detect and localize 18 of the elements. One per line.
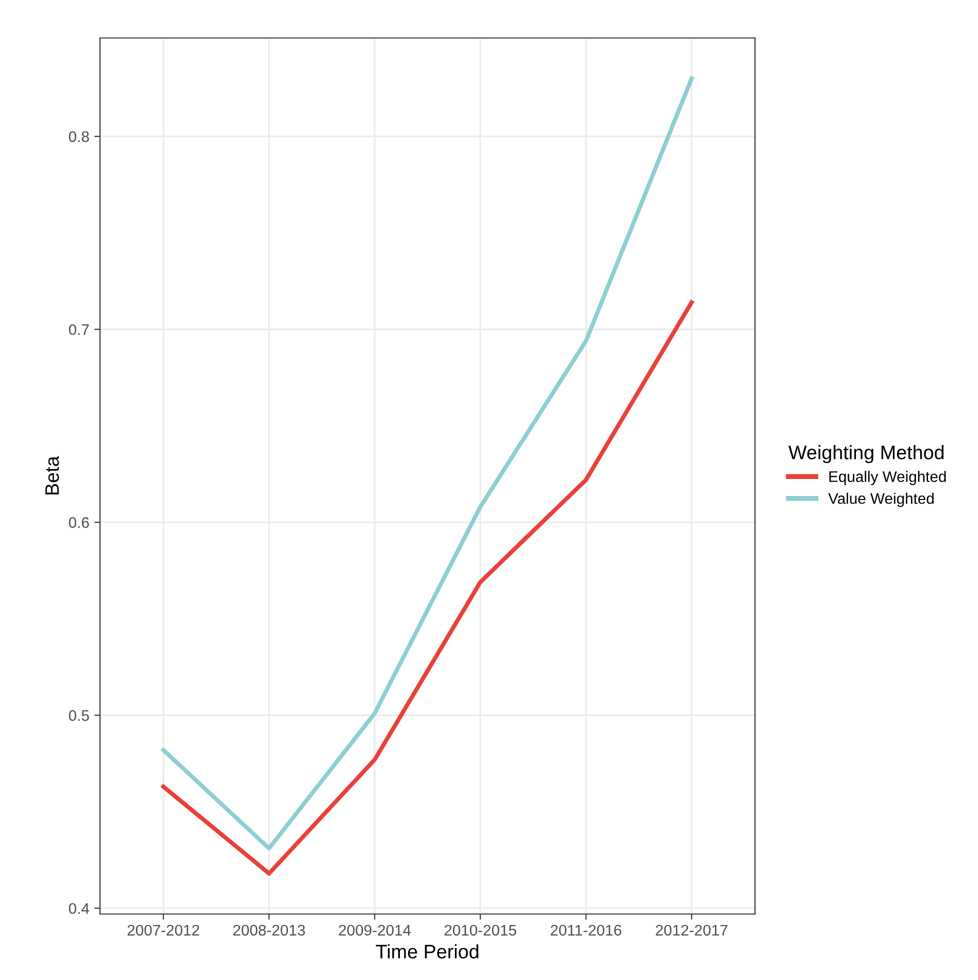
y-axis-title: Beta (45, 456, 59, 494)
y-tick-label: 0.5 (68, 710, 89, 721)
legend-label: Equally Weighted (829, 470, 946, 486)
x-tick-label: 2009-2014 (338, 924, 411, 936)
legend-label: Value Weighted (828, 492, 934, 507)
x-axis-title: Time Period (376, 944, 478, 958)
y-tick-label: 0.7 (68, 324, 89, 336)
x-tick-label: 2008-2013 (233, 924, 305, 936)
x-tick-label: 2007-2012 (128, 924, 200, 936)
x-tick-label: 2010-2015 (444, 924, 516, 936)
y-tick-label: 0.8 (68, 131, 89, 142)
legend-title: Weighting Method (788, 445, 944, 464)
x-tick-label: 2012-2017 (656, 924, 728, 936)
x-tick-label: 2011-2016 (550, 924, 622, 936)
line-series (161, 300, 694, 876)
y-tick-label: 0.4 (68, 903, 90, 914)
line-series (161, 76, 694, 850)
y-tick-label: 0.6 (68, 517, 89, 528)
